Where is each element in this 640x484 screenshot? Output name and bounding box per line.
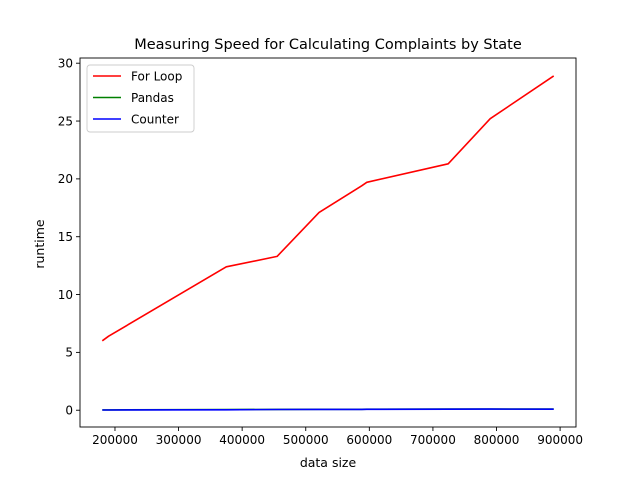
legend-label: Counter	[131, 113, 179, 127]
x-tick-label: 600000	[346, 433, 392, 447]
x-tick-label: 200000	[92, 433, 138, 447]
x-tick-label: 900000	[537, 433, 583, 447]
x-tick-label: 800000	[474, 433, 520, 447]
x-tick-label: 300000	[156, 433, 202, 447]
y-tick-label: 0	[65, 404, 73, 418]
series-line-counter	[102, 408, 554, 411]
y-tick-label: 25	[58, 114, 73, 128]
x-tick-label: 700000	[410, 433, 456, 447]
series-line-for-loop	[101, 75, 555, 342]
chart-title: Measuring Speed for Calculating Complain…	[134, 37, 522, 53]
x-tick-label: 400000	[219, 433, 265, 447]
legend-label: Pandas	[131, 91, 174, 105]
legend-label: For Loop	[131, 70, 182, 84]
x-tick-label: 500000	[283, 433, 329, 447]
plot-area: 200000 300000 400000 500000 600000 700000 8000…	[58, 57, 583, 447]
y-tick-label: 15	[58, 230, 73, 244]
axes-frame	[79, 57, 577, 428]
y-tick-label: 30	[58, 57, 73, 71]
y-tick-label: 5	[65, 346, 73, 360]
y-tick-label: 20	[58, 172, 73, 186]
x-axis-label: data size	[300, 455, 357, 470]
legend: For Loop Pandas Counter	[86, 64, 195, 133]
series-group	[101, 75, 555, 411]
y-tick-label: 10	[58, 288, 73, 302]
legend-box	[86, 64, 195, 133]
y-axis-label: runtime	[32, 219, 47, 269]
